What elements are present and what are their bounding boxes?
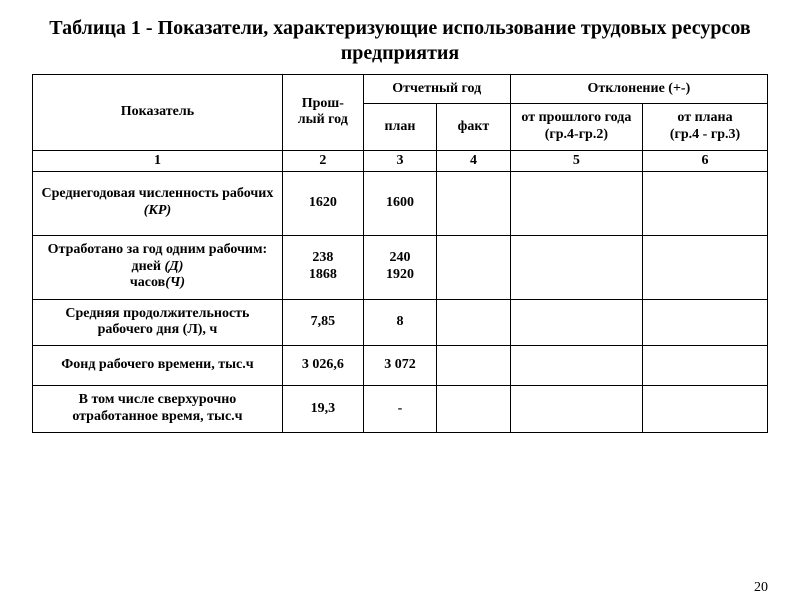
table-row: Средняя продолжительность рабочего дня (…	[33, 299, 768, 346]
header-plan: план	[363, 104, 437, 151]
header-dev-prev-sub: (гр.4-гр.2)	[545, 127, 608, 142]
labor-resources-table: Показатель Прош-лый год Отчетный год Отк…	[32, 74, 768, 433]
colnum-5: 5	[510, 150, 642, 171]
cell-fact	[437, 386, 511, 433]
colnum-4: 4	[437, 150, 511, 171]
cell-dev_plan	[643, 346, 768, 386]
table-row: В том числе сверхурочно отработанное вре…	[33, 386, 768, 433]
colnum-3: 3	[363, 150, 437, 171]
table-row: Фонд рабочего времени, тыс.ч3 026,63 072	[33, 346, 768, 386]
row-indicator: Средняя продолжительность рабочего дня (…	[33, 299, 283, 346]
colnum-1: 1	[33, 150, 283, 171]
cell-dev_prev	[510, 346, 642, 386]
cell-prev: 7,85	[282, 299, 363, 346]
cell-fact	[437, 171, 511, 235]
page-title: Таблица 1 - Показатели, характеризующие …	[32, 16, 768, 66]
cell-plan: 1600	[363, 171, 437, 235]
cell-fact	[437, 346, 511, 386]
header-prev-year: Прош-лый год	[282, 75, 363, 151]
header-dev-plan-label: от плана	[677, 110, 732, 125]
cell-prev: 3 026,6	[282, 346, 363, 386]
cell-plan: 3 072	[363, 346, 437, 386]
cell-dev_prev	[510, 171, 642, 235]
cell-fact	[437, 299, 511, 346]
cell-plan: -	[363, 386, 437, 433]
cell-plan: 8	[363, 299, 437, 346]
table-row: Среднегодовая численность рабочих (КР)16…	[33, 171, 768, 235]
cell-prev: 2381868	[282, 235, 363, 299]
colnum-6: 6	[643, 150, 768, 171]
cell-dev_plan	[643, 171, 768, 235]
colnum-2: 2	[282, 150, 363, 171]
table-row: Отработано за год одним рабочим:дней (Д)…	[33, 235, 768, 299]
cell-dev_prev	[510, 386, 642, 433]
cell-dev_prev	[510, 235, 642, 299]
cell-dev_prev	[510, 299, 642, 346]
header-fact: факт	[437, 104, 511, 151]
header-deviation: Отклонение (+-)	[510, 75, 767, 104]
cell-dev_plan	[643, 299, 768, 346]
header-dev-plan: от плана (гр.4 - гр.3)	[643, 104, 768, 151]
header-report-year: Отчетный год	[363, 75, 510, 104]
header-dev-prev-label: от прошлого года	[521, 110, 631, 125]
header-dev-prev: от прошлого года (гр.4-гр.2)	[510, 104, 642, 151]
header-indicator: Показатель	[33, 75, 283, 151]
cell-prev: 1620	[282, 171, 363, 235]
row-indicator: Отработано за год одним рабочим:дней (Д)…	[33, 235, 283, 299]
cell-prev: 19,3	[282, 386, 363, 433]
header-dev-plan-sub: (гр.4 - гр.3)	[670, 127, 740, 142]
cell-fact	[437, 235, 511, 299]
cell-plan: 2401920	[363, 235, 437, 299]
cell-dev_plan	[643, 235, 768, 299]
row-indicator: В том числе сверхурочно отработанное вре…	[33, 386, 283, 433]
row-indicator: Среднегодовая численность рабочих (КР)	[33, 171, 283, 235]
cell-dev_plan	[643, 386, 768, 433]
column-number-row: 1 2 3 4 5 6	[33, 150, 768, 171]
page-number: 20	[754, 580, 768, 596]
row-indicator: Фонд рабочего времени, тыс.ч	[33, 346, 283, 386]
